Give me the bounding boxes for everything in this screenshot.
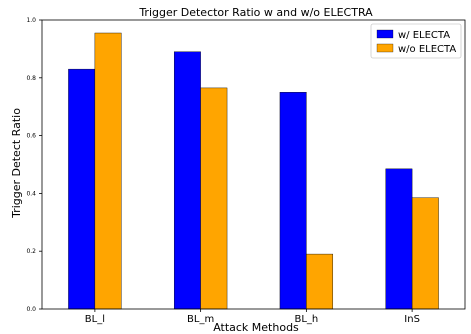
chart-title: Trigger Detector Ratio w and w/o ELECTRA — [138, 6, 373, 19]
x-axis-label: Attack Methods — [213, 321, 299, 334]
y-tick-label: 0.2 — [26, 248, 36, 255]
bar-with-electa-ins — [385, 168, 413, 310]
x-axis-ticks: BL_l BL_m BL_h InS — [85, 309, 420, 325]
y-tick-label: 0.6 — [26, 133, 36, 140]
y-tick-label: 0.4 — [26, 190, 36, 197]
legend-label: w/o ELECTA — [398, 44, 456, 55]
x-tick-label: InS — [404, 314, 420, 325]
x-tick-label: BL_l — [85, 314, 105, 325]
plot-frame — [41, 19, 466, 310]
y-axis-label: Trigger Detect Ratio — [10, 108, 23, 219]
bar-with-electa-bl_m — [173, 51, 201, 310]
y-tick-label: 1.0 — [26, 17, 36, 24]
y-tick-label: 0.8 — [26, 75, 36, 82]
bar-without-electa-ins — [411, 197, 439, 310]
bar-with-electa-bl_l — [68, 68, 96, 310]
bars — [68, 32, 439, 310]
bar-without-electa-bl_l — [94, 32, 122, 310]
bar-with-electa-bl_h — [279, 92, 307, 310]
y-tick-label: 0.0 — [26, 306, 36, 313]
x-tick-label: BL_h — [294, 314, 318, 325]
x-tick-label: BL_m — [187, 314, 214, 325]
bar-without-electa-bl_h — [306, 253, 334, 310]
y-axis-ticks: 0.0 0.2 0.4 0.6 0.8 1.0 — [26, 17, 42, 313]
legend-label: w/ ELECTA — [398, 30, 450, 41]
bar-without-electa-bl_m — [200, 87, 228, 310]
legend: w/ ELECTA w/o ELECTA — [370, 23, 462, 59]
legend-swatch — [376, 29, 394, 39]
legend-swatch — [376, 43, 394, 53]
legend-box — [370, 23, 462, 59]
